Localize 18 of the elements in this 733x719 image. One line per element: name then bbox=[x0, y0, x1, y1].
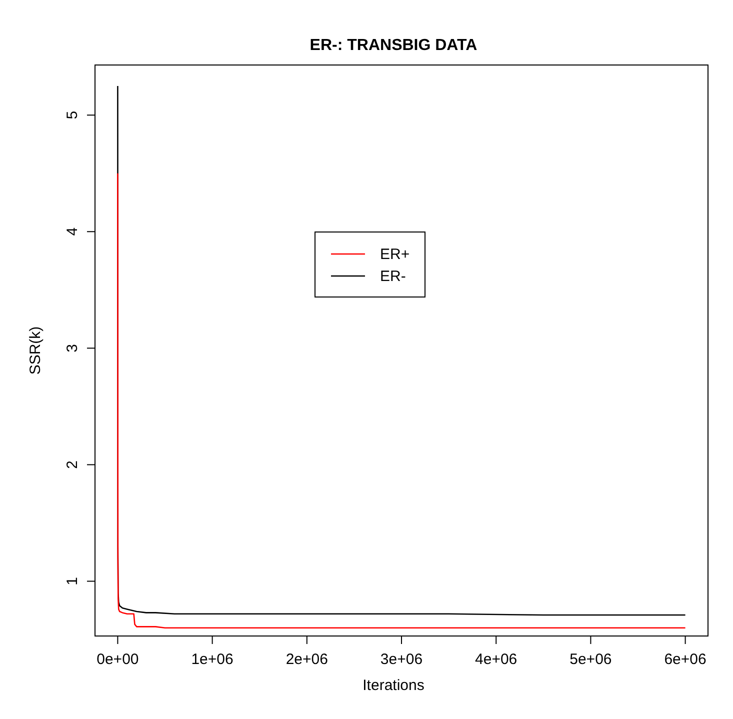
x-tick-label: 6e+06 bbox=[664, 651, 706, 668]
x-tick-label: 5e+06 bbox=[570, 651, 612, 668]
x-tick-label: 0e+00 bbox=[96, 651, 139, 668]
y-axis-title: SSR(k) bbox=[27, 326, 44, 375]
y-tick-label: 3 bbox=[64, 344, 81, 352]
y-tick-label: 2 bbox=[64, 460, 81, 469]
line-series bbox=[117, 172, 686, 628]
x-tick-label: 1e+06 bbox=[191, 651, 234, 668]
legend-label: ER- bbox=[380, 268, 406, 285]
y-tick-label: 1 bbox=[64, 577, 81, 586]
y-tick-label: 5 bbox=[64, 110, 81, 120]
chart-title: ER-: TRANSBIG DATA bbox=[310, 37, 478, 54]
x-tick-label: 2e+06 bbox=[286, 651, 328, 668]
legend-label: ER+ bbox=[380, 246, 410, 263]
y-tick-label: 4 bbox=[64, 227, 81, 236]
x-axis-title: Iterations bbox=[362, 677, 424, 694]
x-tick-label: 4e+06 bbox=[475, 651, 518, 668]
x-tick-label: 3e+06 bbox=[380, 651, 423, 668]
